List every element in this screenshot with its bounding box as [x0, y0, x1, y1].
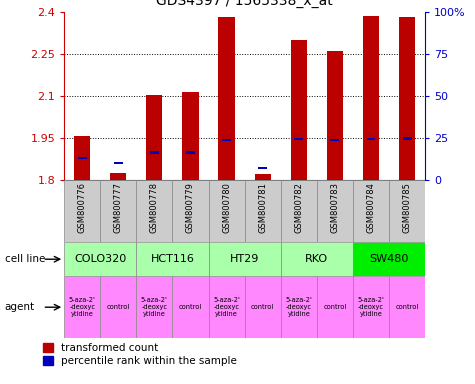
Bar	[255, 174, 271, 180]
Text: HCT116: HCT116	[151, 254, 194, 264]
Text: cell line: cell line	[5, 254, 45, 264]
Bar	[327, 51, 343, 180]
Bar	[186, 151, 195, 154]
Bar	[172, 180, 209, 242]
Title: GDS4397 / 1565338_x_at: GDS4397 / 1565338_x_at	[156, 0, 333, 8]
Bar	[389, 180, 425, 242]
Bar	[172, 276, 209, 338]
Text: 5-aza-2'
-deoxyc
ytidine: 5-aza-2' -deoxyc ytidine	[285, 297, 312, 317]
Text: GSM800777: GSM800777	[114, 182, 123, 233]
Text: SW480: SW480	[370, 254, 408, 264]
Text: 5-aza-2'
-deoxyc
ytidine: 5-aza-2' -deoxyc ytidine	[141, 297, 168, 317]
Text: control: control	[251, 304, 274, 310]
Bar	[74, 136, 90, 180]
Bar	[136, 276, 172, 338]
Text: control: control	[179, 304, 202, 310]
Bar	[209, 276, 245, 338]
Text: GSM800785: GSM800785	[403, 182, 411, 233]
Bar	[294, 138, 303, 140]
Text: 5-aza-2'
-deoxyc
ytidine: 5-aza-2' -deoxyc ytidine	[69, 297, 95, 317]
Text: control: control	[396, 304, 418, 310]
Bar	[78, 157, 86, 159]
Text: agent: agent	[5, 302, 35, 312]
Bar	[136, 242, 209, 276]
Bar	[258, 167, 267, 169]
Bar	[150, 151, 159, 154]
Bar	[136, 180, 172, 242]
Bar	[146, 94, 162, 180]
Text: HT29: HT29	[230, 254, 259, 264]
Bar	[403, 137, 411, 140]
Bar	[317, 276, 353, 338]
Text: GSM800783: GSM800783	[331, 182, 339, 233]
Bar	[182, 92, 199, 180]
Bar	[100, 276, 136, 338]
Text: GSM800781: GSM800781	[258, 182, 267, 233]
Bar	[218, 17, 235, 180]
Bar	[389, 276, 425, 338]
Bar	[353, 180, 389, 242]
Bar	[209, 180, 245, 242]
Text: GSM800776: GSM800776	[78, 182, 86, 233]
Text: 5-aza-2'
-deoxyc
ytidine: 5-aza-2' -deoxyc ytidine	[213, 297, 240, 317]
Bar	[317, 180, 353, 242]
Text: GSM800784: GSM800784	[367, 182, 375, 233]
Text: 5-aza-2'
-deoxyc
ytidine: 5-aza-2' -deoxyc ytidine	[358, 297, 384, 317]
Text: GSM800780: GSM800780	[222, 182, 231, 233]
Bar	[100, 180, 136, 242]
Bar	[331, 139, 339, 141]
Bar	[367, 138, 375, 140]
Bar	[245, 276, 281, 338]
Bar	[399, 17, 415, 180]
Bar	[281, 180, 317, 242]
Bar	[363, 16, 379, 180]
Bar	[222, 139, 231, 141]
Text: RKO: RKO	[305, 254, 328, 264]
Bar	[281, 276, 317, 338]
Text: GSM800778: GSM800778	[150, 182, 159, 233]
Text: COLO320: COLO320	[74, 254, 126, 264]
Bar	[281, 242, 353, 276]
Bar	[64, 276, 100, 338]
Bar	[64, 242, 136, 276]
Bar	[353, 276, 389, 338]
Text: control: control	[323, 304, 346, 310]
Bar	[110, 173, 126, 180]
Bar	[245, 180, 281, 242]
Legend: transformed count, percentile rank within the sample: transformed count, percentile rank withi…	[43, 343, 237, 366]
Text: GSM800779: GSM800779	[186, 182, 195, 233]
Text: control: control	[107, 304, 130, 310]
Bar	[353, 242, 425, 276]
Bar	[64, 180, 100, 242]
Bar	[209, 242, 281, 276]
Bar	[291, 40, 307, 180]
Text: GSM800782: GSM800782	[294, 182, 303, 233]
Bar	[114, 162, 123, 164]
